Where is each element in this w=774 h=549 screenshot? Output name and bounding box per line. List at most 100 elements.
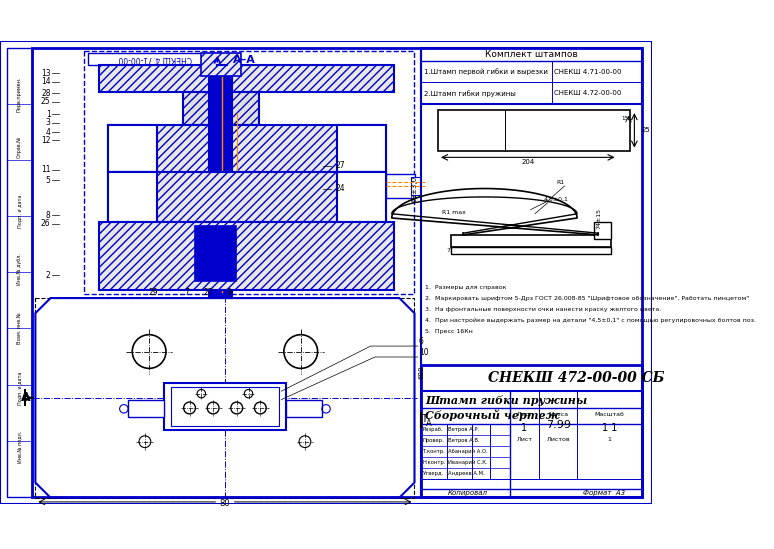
Text: А: А xyxy=(426,419,432,428)
Text: 26: 26 xyxy=(41,220,50,228)
Bar xyxy=(411,177,420,195)
Text: 2.  Маркировать шрифтом 5-Дрз ГОСТ 26.008-85 "Шрифтовое обозначение". Работать п: 2. Маркировать шрифтом 5-Дрз ГОСТ 26.008… xyxy=(426,296,750,301)
Text: 15: 15 xyxy=(622,116,628,121)
Text: 25: 25 xyxy=(41,97,50,107)
Text: R1 max: R1 max xyxy=(442,210,466,215)
Bar xyxy=(164,383,286,430)
Text: 3.  На фронтальные поверхности очки нанести краску желтого цвета.: 3. На фронтальные поверхности очки нанес… xyxy=(426,307,662,312)
Text: 11: 11 xyxy=(41,165,50,175)
Bar xyxy=(337,125,386,172)
Text: 9: 9 xyxy=(227,288,231,297)
Text: 7: 7 xyxy=(184,288,190,297)
Bar xyxy=(421,366,642,497)
Text: 5.  Пресс 16Кн: 5. Пресс 16Кн xyxy=(426,329,473,334)
Text: Листов: Листов xyxy=(546,437,570,442)
Text: Утверд.: Утверд. xyxy=(423,471,444,476)
Bar xyxy=(450,235,611,248)
Text: 2.Штамп гибки пружины: 2.Штамп гибки пружины xyxy=(423,90,515,97)
Text: 68±3,0: 68±3,0 xyxy=(412,176,417,201)
Bar xyxy=(99,65,394,92)
Bar xyxy=(200,53,241,76)
Text: 28: 28 xyxy=(41,89,50,98)
Text: Копировал: Копировал xyxy=(447,490,488,496)
Bar xyxy=(7,48,32,497)
Text: 1 1: 1 1 xyxy=(602,423,617,433)
Bar xyxy=(99,222,394,290)
Text: Подп. и дата: Подп. и дата xyxy=(17,371,22,405)
Bar xyxy=(594,222,611,239)
Bar xyxy=(386,174,416,198)
Text: 24: 24 xyxy=(335,184,345,193)
Text: 1.  Размеры для справок: 1. Размеры для справок xyxy=(426,285,507,290)
Text: СНЕКШ 4.72-00-00: СНЕКШ 4.72-00-00 xyxy=(554,91,622,96)
Text: Т.контр.: Т.контр. xyxy=(423,449,446,454)
Bar xyxy=(450,248,611,254)
Text: Штамп гибки пружины: Штамп гибки пружины xyxy=(426,395,587,406)
Bar xyxy=(84,51,415,294)
Text: 204: 204 xyxy=(521,159,534,165)
Text: Взам. инв.№: Взам. инв.№ xyxy=(17,312,22,344)
Text: 10: 10 xyxy=(419,348,428,357)
Text: 1: 1 xyxy=(46,110,50,119)
Text: Масса: Масса xyxy=(548,412,568,417)
Text: 4.  При настройке выдержать размер на детали "4,5±0,1" с помощью регулировочных : 4. При настройке выдержать размер на дет… xyxy=(426,318,756,323)
Text: Комплект штампов: Комплект штампов xyxy=(485,50,578,59)
Text: 1: 1 xyxy=(608,437,611,442)
Text: 680: 680 xyxy=(419,366,425,379)
Text: 2: 2 xyxy=(46,271,50,280)
Text: Андреев А.М.: Андреев А.М. xyxy=(448,471,485,476)
Text: СНЕКШ 4.71-00-00: СНЕКШ 4.71-00-00 xyxy=(554,69,622,75)
Text: 6: 6 xyxy=(419,338,423,346)
Text: 14: 14 xyxy=(41,77,50,86)
Text: Провер.: Провер. xyxy=(423,438,445,444)
Text: Масштаб: Масштаб xyxy=(594,412,625,417)
Text: 74±15: 74±15 xyxy=(597,208,601,229)
Text: R1: R1 xyxy=(556,180,564,186)
Text: Справ.№: Справ.№ xyxy=(17,136,22,158)
Text: Н.контр.: Н.контр. xyxy=(423,460,447,465)
Text: 1.Штамп первой гибки и вырезки: 1.Штамп первой гибки и вырезки xyxy=(423,69,548,75)
Text: Лист: Лист xyxy=(516,437,533,442)
Text: Разраб.: Разраб. xyxy=(423,427,444,433)
Bar xyxy=(108,125,386,172)
Text: Инв.№ подл.: Инв.№ подл. xyxy=(17,430,22,463)
Text: 13: 13 xyxy=(41,69,50,77)
Bar xyxy=(108,172,156,222)
Bar xyxy=(128,400,164,417)
Text: СНЕКШ 472-00-00 СБ: СНЕКШ 472-00-00 СБ xyxy=(488,371,664,385)
Bar xyxy=(337,172,386,222)
Text: Иванарий С.К.: Иванарий С.К. xyxy=(448,460,488,466)
Text: А: А xyxy=(20,391,30,405)
Text: Формат  А3: Формат А3 xyxy=(583,490,625,496)
Text: 7: 7 xyxy=(447,248,450,253)
Text: 27: 27 xyxy=(204,288,213,297)
Bar xyxy=(171,387,279,425)
Bar xyxy=(36,298,415,498)
Text: Ветров А.Р.: Ветров А.Р. xyxy=(448,427,479,433)
Bar xyxy=(286,400,322,417)
Text: Абанарий А.О.: Абанарий А.О. xyxy=(448,449,488,455)
Text: 25: 25 xyxy=(642,127,651,133)
Bar xyxy=(108,125,156,172)
Text: 3: 3 xyxy=(46,118,50,127)
Text: 29: 29 xyxy=(149,288,158,297)
Text: 5: 5 xyxy=(46,176,50,184)
Bar xyxy=(209,58,231,298)
Bar xyxy=(183,92,259,125)
Text: 80: 80 xyxy=(220,499,230,508)
Text: 4,5±0,1: 4,5±0,1 xyxy=(543,197,568,202)
Text: Лист: Лист xyxy=(516,412,533,417)
Bar xyxy=(438,110,630,150)
Text: 12: 12 xyxy=(41,136,50,145)
Bar xyxy=(421,48,642,104)
Text: Ветров А.В.: Ветров А.В. xyxy=(448,438,480,444)
Text: 4: 4 xyxy=(46,127,50,137)
Text: Перв.примен.: Перв.примен. xyxy=(17,76,22,112)
Text: Подп. и дата: Подп. и дата xyxy=(17,194,22,228)
Text: 27: 27 xyxy=(335,161,345,170)
Text: Инв.№ дубл.: Инв.№ дубл. xyxy=(17,254,22,285)
Text: 8: 8 xyxy=(46,211,50,220)
Text: 1: 1 xyxy=(522,423,528,433)
Bar xyxy=(88,53,221,65)
Text: А–А: А–А xyxy=(233,54,255,65)
